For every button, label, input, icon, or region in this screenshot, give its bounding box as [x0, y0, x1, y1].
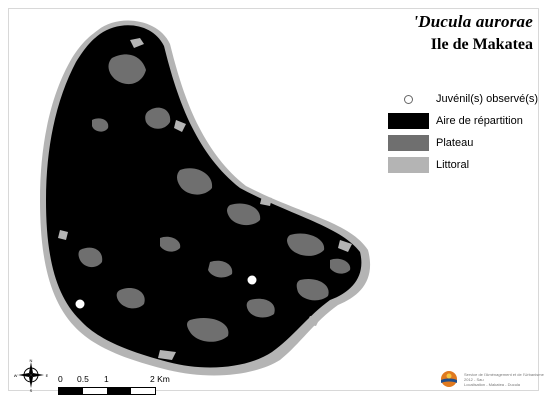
compass-letter-n: N — [30, 358, 33, 363]
scale-tick-label: 2 Km — [150, 374, 170, 384]
plateau-patch — [116, 287, 145, 309]
range-swatch — [388, 113, 429, 129]
scale-labels: 0 0.5 1 2 Km — [58, 374, 178, 386]
plateau-patch — [160, 236, 181, 252]
credits-line: Localisation - Makatea - Ducula — [464, 381, 521, 387]
littoral-speckle — [306, 316, 320, 326]
littoral-speckle — [174, 120, 186, 132]
littoral-speckles — [58, 38, 352, 360]
littoral-speckle — [158, 350, 176, 360]
credits-line: Service de l'Aménagement et de l'Urbanis… — [464, 371, 544, 377]
plateau-patches — [78, 54, 351, 342]
plateau-patch — [108, 54, 146, 85]
scale-tick-label: 1 — [104, 374, 109, 384]
legend-symbol-holder — [388, 91, 429, 107]
legend-item-range: Aire de répartition — [388, 110, 547, 132]
littoral-speckle — [130, 38, 144, 48]
plateau-patch — [208, 260, 233, 278]
island-title: Ile de Makatea — [430, 36, 533, 53]
plateau-swatch — [388, 135, 429, 151]
legend-label: Aire de répartition — [436, 115, 523, 127]
compass-letter-s: S — [30, 388, 33, 392]
juvenile-sighting-point — [247, 275, 257, 285]
map-title: 'Ducula aurorae Ile de Makatea — [413, 12, 533, 54]
plateau-patch — [145, 107, 171, 129]
range-area — [46, 25, 362, 368]
credits-line: 2012 - Sau — [464, 376, 484, 382]
scale-segment — [131, 388, 155, 394]
institution-logo-icon — [441, 371, 457, 387]
scale-segments — [58, 387, 156, 395]
scale-segment — [83, 388, 107, 394]
littoral-speckle — [338, 240, 352, 252]
compass-letter-w: W — [14, 373, 18, 378]
legend-item-littoral: Littoral — [388, 154, 547, 176]
plateau-patch — [177, 168, 213, 195]
legend-label: Juvénil(s) observé(s) — [436, 93, 539, 105]
legend-item-juvenile: Juvénil(s) observé(s) — [388, 88, 547, 110]
scale-segment — [107, 388, 131, 394]
credits-text: Service de l'Aménagement et de l'Urbanis… — [464, 371, 544, 387]
plateau-patch — [287, 233, 325, 256]
plateau-patch — [227, 203, 261, 226]
littoral-speckle — [58, 230, 68, 240]
plateau-patch — [330, 258, 351, 274]
map-legend: Juvénil(s) observé(s) Aire de répartitio… — [388, 88, 547, 176]
littoral-speckle — [260, 196, 272, 206]
compass-rose-icon: N S E W — [14, 358, 48, 392]
juvenile-point-symbol — [404, 94, 413, 104]
credits-block: Service de l'Aménagement et de l'Urbanis… — [440, 370, 544, 388]
scale-segment — [59, 388, 83, 394]
legend-item-plateau: Plateau — [388, 132, 547, 154]
legend-label: Littoral — [436, 159, 470, 171]
plateau-patch — [246, 298, 275, 318]
plateau-patch — [187, 317, 229, 342]
compass-letter-e: E — [46, 373, 48, 378]
scale-tick-label: 0.5 — [77, 374, 89, 384]
plateau-patch — [296, 278, 329, 301]
species-title: 'Ducula aurorae — [413, 12, 533, 31]
scale-bar: 0 0.5 1 2 Km — [58, 374, 178, 395]
legend-label: Plateau — [436, 137, 474, 149]
plateau-patch — [92, 118, 109, 132]
scale-tick-label: 0 — [58, 374, 63, 384]
juvenile-sighting-point — [75, 299, 85, 309]
plateau-patch — [78, 247, 103, 268]
littoral-swatch — [388, 157, 429, 173]
